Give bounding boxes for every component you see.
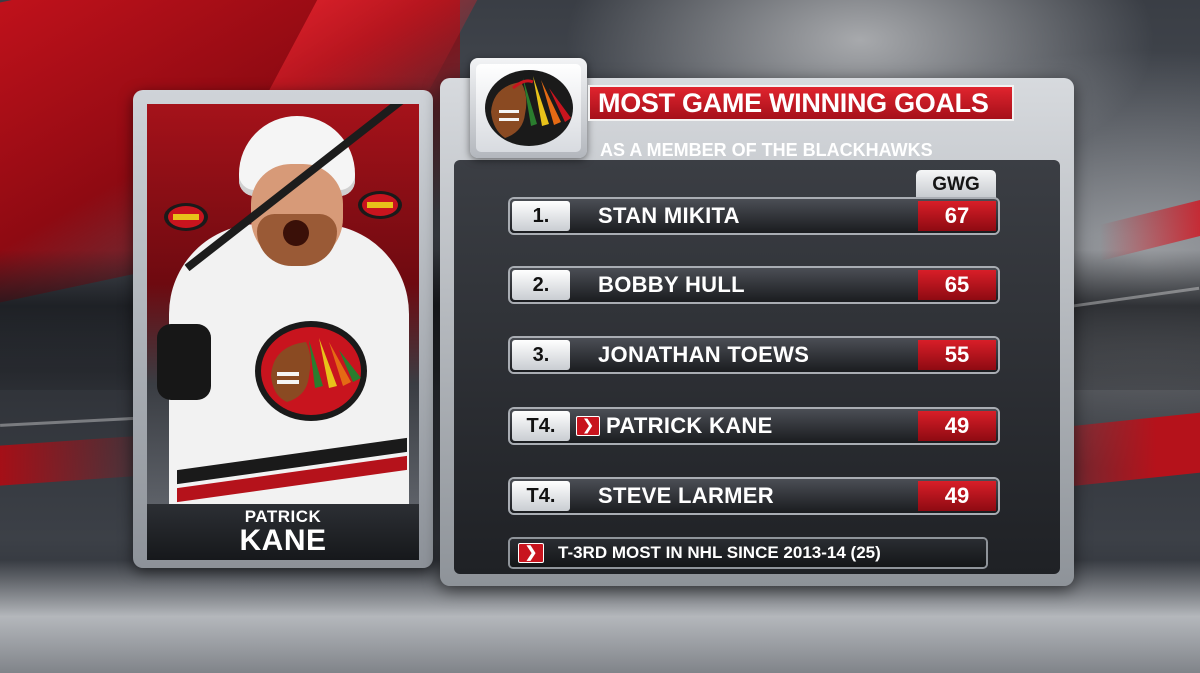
row-player-name: BOBBY HULL xyxy=(598,272,745,297)
row-player-name: STEVE LARMER xyxy=(598,483,774,508)
row-player-name: STAN MIKITA xyxy=(598,203,740,228)
blackhawks-logo-icon xyxy=(484,70,573,146)
leaderboard-row: T4. STEVE LARMER 49 xyxy=(510,479,998,513)
row-rank: 1. xyxy=(512,201,570,231)
row-rank: T4. xyxy=(512,411,570,441)
row-player-name: JONATHAN TOEWS xyxy=(598,342,810,367)
player-card: PATRICK KANE xyxy=(133,90,433,568)
chevron-right-icon: ❯ xyxy=(576,416,600,436)
row-rank: T4. xyxy=(512,481,570,511)
player-last-name: KANE xyxy=(239,524,327,557)
row-gwg-value: 65 xyxy=(918,270,996,300)
team-logo-container xyxy=(476,64,581,152)
player-first-name: PATRICK xyxy=(244,507,322,526)
row-gwg-value: 55 xyxy=(918,340,996,370)
player-glove xyxy=(157,324,211,400)
row-gwg-value: 49 xyxy=(918,411,996,441)
row-gwg-value: 49 xyxy=(918,481,996,511)
leaderboard-row: 1. STAN MIKITA 67 xyxy=(510,199,998,233)
row-gwg-value: 67 xyxy=(918,201,996,231)
player-mouth xyxy=(283,220,309,246)
leaderboard-row: 2. BOBBY HULL 65 xyxy=(510,268,998,302)
footnote-bar: ❯ T-3RD MOST IN NHL SINCE 2013-14 (25) xyxy=(510,539,986,567)
leaderboard-row: 3. JONATHAN TOEWS 55 xyxy=(510,338,998,372)
row-rank: 3. xyxy=(512,340,570,370)
footnote-text: T-3RD MOST IN NHL SINCE 2013-14 (25) xyxy=(558,543,881,562)
row-player-name: PATRICK KANE xyxy=(606,413,773,438)
team-logo-frame xyxy=(470,58,587,158)
row-rank: 2. xyxy=(512,270,570,300)
leaderboard-row-highlighted: T4. ❯ PATRICK KANE 49 xyxy=(510,409,998,443)
graphic-subtitle: AS A MEMBER OF THE BLACKHAWKS xyxy=(600,140,933,160)
chevron-right-icon: ❯ xyxy=(518,543,544,563)
player-photo xyxy=(147,104,419,504)
graphic-title: MOST GAME WINNING GOALS xyxy=(588,85,1014,121)
player-name-plate: PATRICK KANE xyxy=(147,504,419,560)
shoulder-patch-icon xyxy=(164,203,208,231)
shoulder-patch-icon xyxy=(358,191,402,219)
jersey-crest-icon xyxy=(255,321,367,421)
column-header-gwg: GWG xyxy=(916,170,996,200)
